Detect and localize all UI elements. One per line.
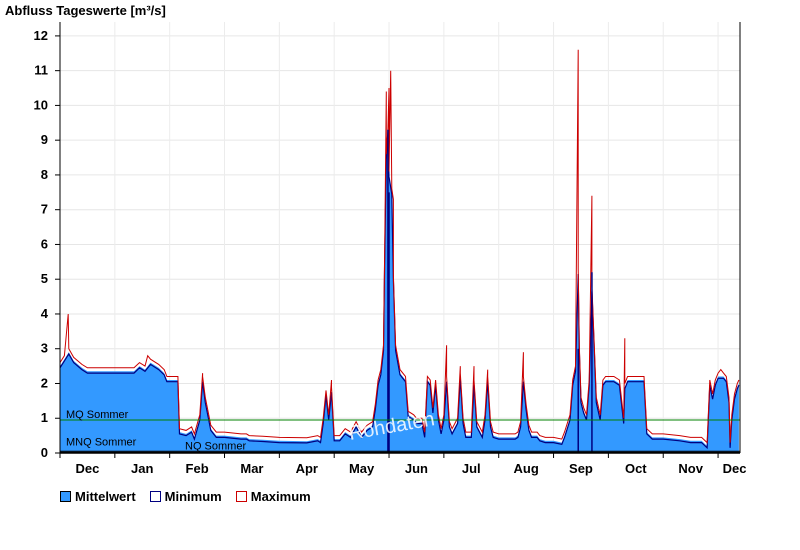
y-tick-label: 4 — [41, 306, 49, 321]
x-tick-label: Mar — [240, 461, 263, 476]
mean-area — [59, 49, 740, 453]
legend-swatch-mittelwert — [60, 491, 71, 502]
legend: Mittelwert Minimum Maximum — [60, 489, 311, 504]
x-tick-label: Aug — [513, 461, 538, 476]
x-tick-label: Jun — [405, 461, 428, 476]
x-tick-label: Nov — [678, 461, 703, 476]
axes — [59, 22, 741, 454]
chart-title: Abfluss Tageswerte [m³/s] — [5, 3, 166, 18]
y-tick-label: 8 — [41, 167, 48, 182]
reference-label: MQ Sommer — [66, 409, 129, 421]
x-tick-labels: Dec Jan Feb Mar Apr May Jun Jul Aug Sep Oct Nov Dec — [59, 453, 747, 476]
y-tick-label: 2 — [41, 375, 48, 390]
y-tick-label: 7 — [41, 202, 48, 217]
x-tick-label: Jan — [131, 461, 153, 476]
y-tick-label: 1 — [41, 410, 48, 425]
reference-label: MNQ Sommer — [66, 436, 137, 448]
x-tick-label: Apr — [296, 461, 318, 476]
mean-area-fill — [60, 133, 739, 453]
x-tick-label: May — [349, 461, 375, 476]
x-tick-label: Dec — [75, 461, 99, 476]
y-tick-label: 5 — [41, 271, 48, 286]
y-tick-label: 6 — [41, 236, 48, 251]
x-tick-label: Jul — [462, 461, 481, 476]
legend-item-maximum: Maximum — [235, 489, 311, 504]
y-tick-label: 0 — [41, 445, 48, 460]
y-tick-label: 9 — [41, 132, 48, 147]
x-tick-label: Sep — [569, 461, 593, 476]
y-tick-label: 10 — [34, 97, 48, 112]
legend-item-mittelwert: Mittelwert — [60, 489, 136, 504]
minimum-line — [59, 134, 740, 450]
reference-label: NQ Sommer — [185, 440, 246, 452]
y-tick-label: 11 — [34, 63, 48, 78]
legend-item-minimum: Minimum — [149, 489, 222, 504]
legend-swatch-maximum — [235, 491, 247, 502]
legend-label-mittelwert: Mittelwert — [75, 489, 136, 504]
y-tick-label: 12 — [34, 28, 48, 43]
x-tick-label: Dec — [723, 461, 747, 476]
legend-swatch-minimum — [149, 491, 161, 502]
y-tick-label: 3 — [41, 341, 48, 356]
x-tick-label: Oct — [625, 461, 647, 476]
legend-label-minimum: Minimum — [164, 489, 222, 504]
maximum-line — [59, 49, 740, 444]
x-tick-label: Feb — [186, 461, 209, 476]
legend-label-maximum: Maximum — [250, 489, 311, 504]
